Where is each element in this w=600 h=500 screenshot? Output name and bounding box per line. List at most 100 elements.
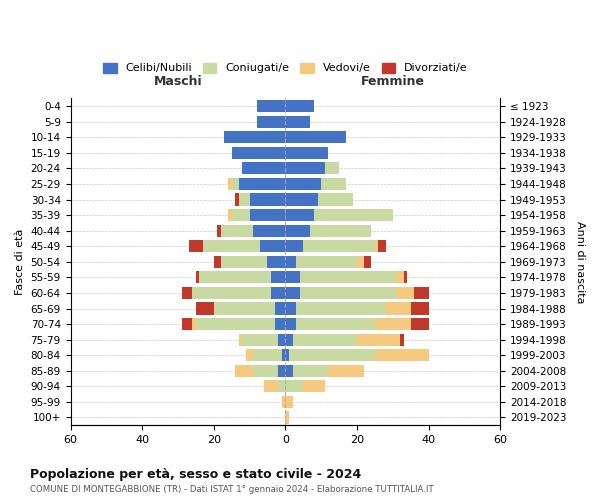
Bar — [379, 240, 386, 252]
Bar — [235, 194, 239, 205]
Text: Popolazione per età, sesso e stato civile - 2024: Popolazione per età, sesso e stato civil… — [30, 468, 361, 481]
Bar — [239, 194, 250, 205]
Bar — [286, 364, 293, 377]
Bar — [289, 349, 375, 362]
Bar — [286, 256, 296, 268]
Bar — [286, 380, 303, 392]
Bar — [325, 162, 339, 174]
Bar — [286, 209, 314, 221]
Bar — [196, 318, 275, 330]
Bar — [286, 302, 296, 314]
Bar — [286, 162, 325, 174]
Bar — [286, 334, 293, 345]
Bar — [257, 116, 286, 128]
Bar — [239, 178, 286, 190]
Bar — [293, 364, 328, 377]
Text: Femmine: Femmine — [361, 75, 425, 88]
Bar — [268, 256, 286, 268]
Bar — [357, 256, 364, 268]
Legend: Celibi/Nubili, Coniugati/e, Vedovi/e, Divorziati/e: Celibi/Nubili, Coniugati/e, Vedovi/e, Di… — [99, 58, 472, 78]
Bar — [242, 334, 278, 345]
Bar — [253, 224, 286, 236]
Bar — [182, 287, 192, 299]
Bar — [296, 318, 375, 330]
Bar — [232, 178, 239, 190]
Bar — [188, 240, 203, 252]
Bar — [282, 349, 286, 362]
Bar — [296, 256, 357, 268]
Bar — [286, 396, 293, 408]
Bar — [410, 302, 428, 314]
Bar — [286, 318, 296, 330]
Bar — [397, 272, 404, 283]
Bar — [286, 194, 317, 205]
Bar — [286, 272, 299, 283]
Bar — [286, 240, 303, 252]
Bar — [414, 287, 428, 299]
Bar — [286, 224, 310, 236]
Bar — [386, 302, 410, 314]
Bar — [271, 272, 286, 283]
Bar — [203, 240, 260, 252]
Bar — [224, 131, 286, 143]
Bar — [375, 349, 428, 362]
Bar — [303, 240, 375, 252]
Bar — [242, 162, 286, 174]
Bar — [296, 302, 386, 314]
Bar — [404, 272, 407, 283]
Bar — [221, 224, 253, 236]
Bar — [196, 302, 214, 314]
Bar — [278, 334, 286, 345]
Bar — [282, 396, 286, 408]
Bar — [228, 209, 232, 221]
Bar — [286, 131, 346, 143]
Y-axis label: Anni di nascita: Anni di nascita — [575, 220, 585, 303]
Bar — [232, 209, 250, 221]
Bar — [239, 334, 242, 345]
Bar — [286, 178, 321, 190]
Bar — [364, 256, 371, 268]
Bar — [397, 287, 414, 299]
Text: Maschi: Maschi — [154, 75, 202, 88]
Bar — [357, 334, 400, 345]
Bar — [192, 318, 196, 330]
Bar — [199, 272, 271, 283]
Bar — [286, 100, 314, 112]
Bar — [278, 380, 286, 392]
Bar — [375, 240, 379, 252]
Bar — [317, 194, 353, 205]
Bar — [253, 349, 282, 362]
Bar — [271, 287, 286, 299]
Bar — [303, 380, 325, 392]
Bar — [286, 147, 328, 159]
Bar — [228, 178, 232, 190]
Bar — [182, 318, 192, 330]
Bar — [260, 240, 286, 252]
Bar — [214, 302, 275, 314]
Bar — [286, 349, 289, 362]
Bar — [321, 178, 346, 190]
Bar — [286, 412, 289, 424]
Bar — [375, 318, 410, 330]
Bar — [192, 287, 271, 299]
Bar — [275, 302, 286, 314]
Bar — [278, 364, 286, 377]
Bar — [314, 209, 393, 221]
Bar — [250, 209, 286, 221]
Bar — [221, 256, 268, 268]
Y-axis label: Fasce di età: Fasce di età — [15, 228, 25, 295]
Bar — [232, 147, 286, 159]
Bar — [246, 349, 253, 362]
Bar — [400, 334, 404, 345]
Bar — [299, 272, 397, 283]
Bar — [299, 287, 397, 299]
Bar — [286, 116, 310, 128]
Bar — [214, 256, 221, 268]
Bar — [275, 318, 286, 330]
Bar — [253, 364, 278, 377]
Bar — [235, 364, 253, 377]
Bar — [293, 334, 357, 345]
Bar — [410, 318, 428, 330]
Bar — [264, 380, 278, 392]
Bar — [257, 100, 286, 112]
